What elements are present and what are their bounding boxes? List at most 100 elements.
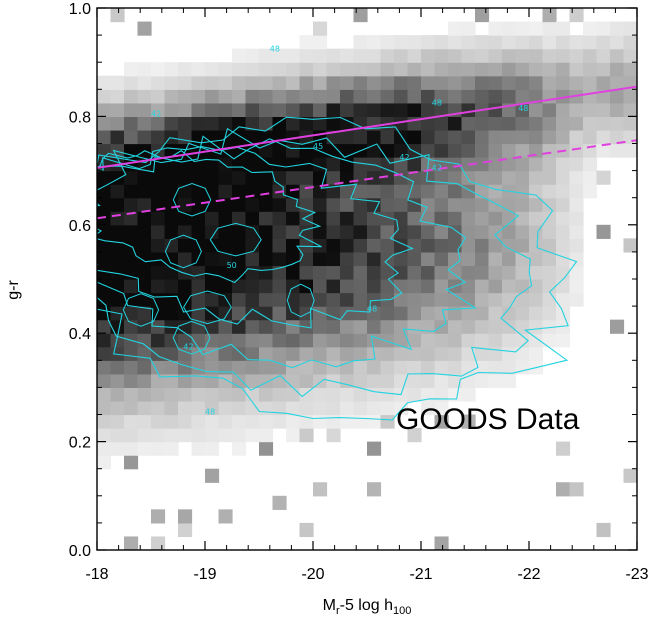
heatmap-cell [272,197,287,212]
heatmap-cell [461,387,476,402]
heatmap-cell [272,387,287,402]
heatmap-cell [245,224,260,239]
heatmap-cell [353,102,368,117]
heatmap-cell [434,333,449,348]
heatmap-cell [515,89,530,104]
heatmap-cell [448,75,463,90]
heatmap-cell [488,48,503,63]
heatmap-cell [124,455,139,470]
heatmap-cell [569,265,584,280]
heatmap-cell [475,75,490,90]
heatmap-cell [259,373,274,388]
contour-label: 50 [227,261,237,270]
heatmap-cell [286,387,301,402]
heatmap-cell [502,238,517,253]
heatmap-cell [515,157,530,172]
heatmap-cell [380,360,395,375]
heatmap-cell [124,536,139,550]
heatmap-cell [515,197,530,212]
heatmap-cell [326,102,341,117]
heatmap-cell [569,224,584,239]
heatmap-cell [286,400,301,416]
heatmap-cell [353,387,368,402]
heatmap-cell [218,279,233,294]
heatmap-cell [529,62,544,77]
heatmap-cell [556,157,571,172]
heatmap-cell [97,170,112,185]
heatmap-cell [380,319,395,334]
heatmap-cell [394,75,409,90]
solid-fit-line [97,85,637,169]
heatmap-cell [110,170,125,185]
heatmap-cell [124,116,139,131]
contour-island [286,283,315,318]
heatmap-cell [151,333,166,348]
heatmap-cell [502,116,517,131]
heatmap-cell [232,373,247,388]
heatmap-cell [164,75,179,90]
heatmap-cell [340,116,355,131]
heatmap-cell [191,373,206,388]
heatmap-cell [380,346,395,361]
heatmap-cell [326,319,341,334]
heatmap-cell [97,306,112,321]
heatmap-cell [515,292,530,307]
heatmap-cell [110,197,125,212]
heatmap-cell [232,62,247,77]
heatmap-cell [259,279,274,294]
heatmap-cell [259,414,274,429]
y-axis-title: g-r [5,280,22,300]
heatmap-cell [407,224,422,239]
heatmap-cell [191,116,206,131]
heatmap-cell [326,224,341,239]
heatmap-cell [313,75,328,90]
heatmap-cell [542,265,557,280]
heatmap-cell [178,197,193,212]
heatmap-cell [488,35,503,50]
heatmap-cell [137,116,152,131]
heatmap-cell [583,129,598,145]
heatmap-cell [124,224,139,239]
heatmap-cell [340,224,355,239]
heatmap-cell [542,129,557,145]
heatmap-cell [232,238,247,253]
heatmap-cell [380,157,395,172]
heatmap-cell [110,292,125,307]
heatmap-cell [394,319,409,334]
heatmap-cell [421,35,436,50]
heatmap-cell [205,170,220,185]
heatmap-cell [583,170,598,185]
heatmap-cell [137,333,152,348]
heatmap-cell [218,373,233,388]
heatmap-cell [583,21,598,36]
heatmap-cell [353,8,368,23]
heatmap-cell [259,360,274,375]
heatmap-cell [286,184,301,199]
heatmap-cell [475,62,490,77]
heatmap-cell [326,265,341,280]
heatmap-cell [259,428,274,443]
heatmap-cell [151,387,166,402]
heatmap-cell [461,251,476,267]
heatmap-cell [178,509,193,524]
heatmap-cell [529,319,544,334]
heatmap-cell [556,129,571,145]
heatmap-cell [421,387,436,402]
heatmap-cell [556,441,571,456]
heatmap-cell [245,306,260,321]
heatmap-cell [340,346,355,361]
heatmap-cell [596,129,611,145]
heatmap-cell [164,184,179,199]
heatmap-cell [502,89,517,104]
heatmap-cell [448,157,463,172]
heatmap-cell [448,251,463,267]
heatmap-cell [218,265,233,280]
heatmap-cell [164,251,179,267]
heatmap-cell [448,238,463,253]
heatmap-cell [448,143,463,158]
heatmap-cell [434,414,449,429]
heatmap-cell [151,238,166,253]
heatmap-cell [137,414,152,429]
heatmap-cell [286,143,301,158]
heatmap-cell [272,238,287,253]
